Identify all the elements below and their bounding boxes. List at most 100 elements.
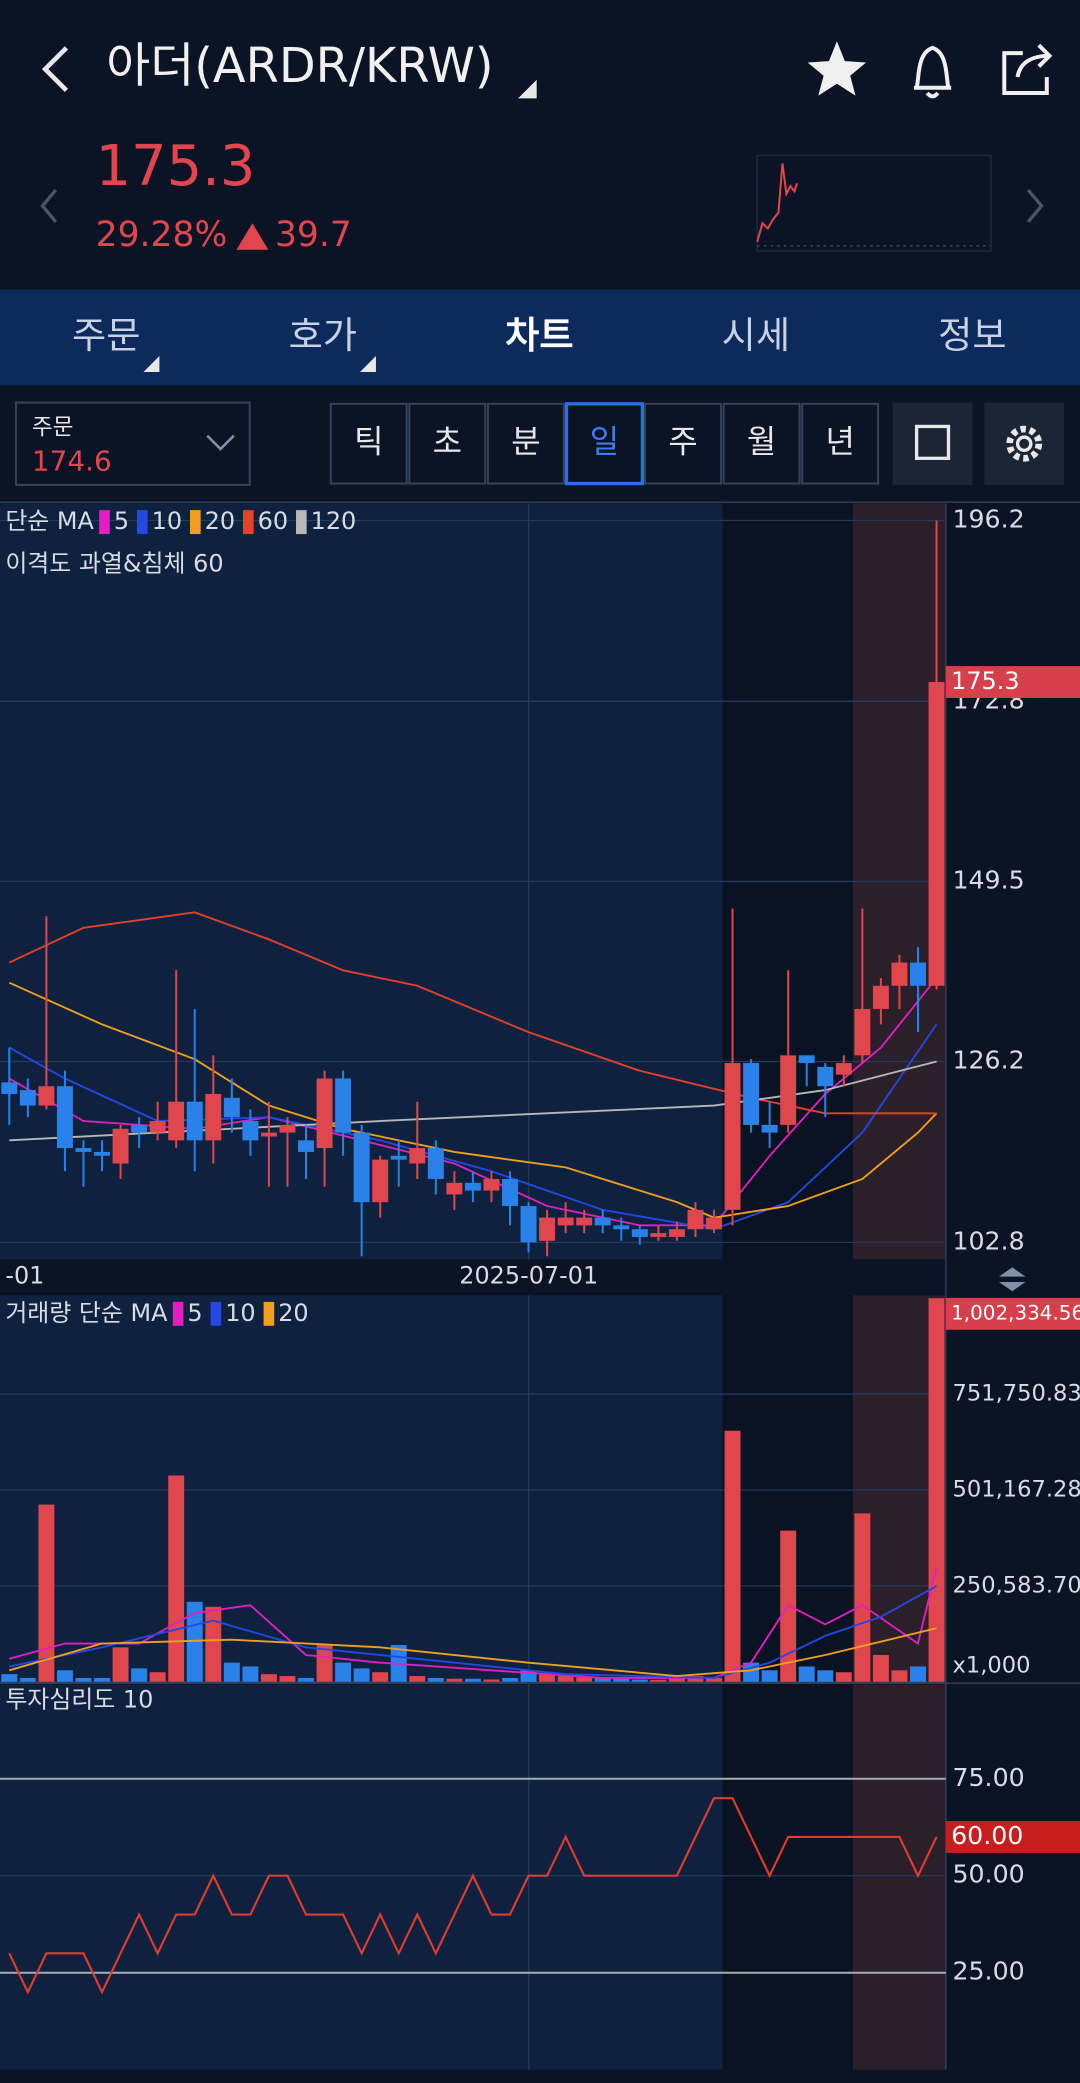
volume-bar [539, 1674, 556, 1682]
share-icon[interactable] [1002, 43, 1053, 96]
candle-body [910, 962, 926, 986]
alarm-icon[interactable] [913, 45, 952, 99]
candle-body [223, 1097, 240, 1118]
period-label: 주 [668, 423, 697, 461]
candle-body [446, 1182, 463, 1195]
tab[interactable]: 호가 [289, 313, 357, 357]
y-tick-label: 50.00 [952, 1860, 1024, 1889]
volume-bar [168, 1475, 185, 1682]
volume-bar [427, 1677, 444, 1682]
candle-body [1, 1082, 18, 1094]
period-button[interactable] [564, 402, 645, 486]
candle-body [835, 1063, 852, 1075]
change-percent: 29.28% [96, 215, 228, 255]
candle-body [75, 1148, 92, 1152]
volume-bar [835, 1672, 852, 1682]
date-bar [0, 1259, 1080, 1296]
settings-gear [1006, 425, 1043, 462]
candle-body [724, 1063, 741, 1210]
candle-body [743, 1063, 760, 1125]
legend-entry: 5 [187, 1299, 202, 1327]
tab[interactable]: 차트 [505, 313, 573, 357]
period-label: 월 [747, 423, 776, 461]
legend-entry: 10 [225, 1299, 255, 1327]
tab-bar [0, 289, 1080, 386]
y-tick-label: 250,583.700 [952, 1572, 1080, 1598]
period-button[interactable] [801, 402, 880, 485]
tab[interactable]: 시세 [722, 313, 790, 357]
current-price: 175.3 [96, 134, 256, 199]
period-button[interactable] [486, 402, 565, 485]
volume-bar [724, 1430, 741, 1682]
prev-coin[interactable] [40, 188, 58, 223]
volume-bar [242, 1666, 259, 1682]
resize-handle[interactable] [998, 1267, 1026, 1292]
candle-body [613, 1225, 630, 1230]
candle-body [780, 1055, 797, 1125]
volume-bar [872, 1655, 889, 1682]
candle-body [316, 1078, 333, 1149]
period-label: 일 [590, 423, 619, 461]
volume-bar [372, 1672, 389, 1682]
candle-body [186, 1101, 203, 1141]
candle-body [279, 1124, 296, 1133]
volume-bar [409, 1676, 426, 1682]
volume-bar [594, 1677, 611, 1682]
volume-bar [335, 1662, 352, 1682]
date-label: -01 [5, 1262, 44, 1290]
y-tick-label: x1,000 [952, 1652, 1030, 1678]
legend-entry: 10 [152, 507, 182, 535]
legend-label: 단순 MA [5, 507, 94, 535]
candle-body [372, 1159, 389, 1203]
current-tag [945, 666, 1080, 698]
layout-icon [914, 424, 951, 460]
sentiment-title: 투자심리도 10 [5, 1685, 153, 1713]
sentiment-line [8, 1797, 938, 1995]
candle-body [761, 1124, 778, 1133]
volume-bar [650, 1679, 667, 1682]
current-tag [945, 1821, 1080, 1853]
tab[interactable]: 정보 [938, 313, 1006, 357]
period-button[interactable] [408, 402, 487, 485]
legend-swatch [99, 510, 110, 535]
candle-body [668, 1229, 685, 1237]
period-button[interactable] [329, 402, 408, 485]
candle-body [427, 1148, 444, 1179]
next-coin[interactable] [1026, 188, 1044, 223]
legend-label: 거래량 단순 MA [5, 1299, 168, 1327]
volume-bar [557, 1676, 574, 1682]
period-button[interactable] [722, 402, 801, 485]
settings-button[interactable] [984, 402, 1065, 485]
favorite-icon[interactable] [807, 41, 867, 96]
volume-bar [687, 1676, 704, 1682]
volume-bar [631, 1679, 648, 1682]
sentiment-panel-bg [0, 1684, 723, 2070]
candle-body [854, 1008, 871, 1056]
candle-body [872, 985, 889, 1009]
order-dropdown[interactable] [206, 434, 235, 451]
y-tick-label: 102.8 [952, 1226, 1024, 1255]
volume-bar [520, 1670, 537, 1682]
layout-button[interactable] [892, 402, 973, 485]
volume-bar [613, 1678, 630, 1682]
candle-body [798, 1055, 815, 1064]
candle-body [56, 1086, 73, 1149]
order-box[interactable] [14, 401, 251, 486]
volume-bar [279, 1676, 296, 1682]
date-label: 2025-07-01 [459, 1262, 598, 1290]
legend-swatch [172, 1301, 184, 1326]
volume-bar [112, 1647, 129, 1682]
volume-bar [928, 1298, 945, 1682]
candle-body [650, 1233, 667, 1237]
tab[interactable]: 주문 [72, 313, 140, 357]
volume-bar [353, 1668, 370, 1682]
period-button[interactable] [644, 402, 722, 485]
candle-body [502, 1178, 518, 1207]
volume-bar [817, 1670, 834, 1682]
settings-gear-center [1015, 435, 1033, 453]
ma-line [9, 1627, 937, 1677]
volume-bar [761, 1670, 778, 1682]
volume-bar [75, 1677, 92, 1682]
coin-title[interactable]: 아더(ARDR/KRW) [106, 39, 493, 94]
back-button[interactable] [41, 46, 69, 92]
